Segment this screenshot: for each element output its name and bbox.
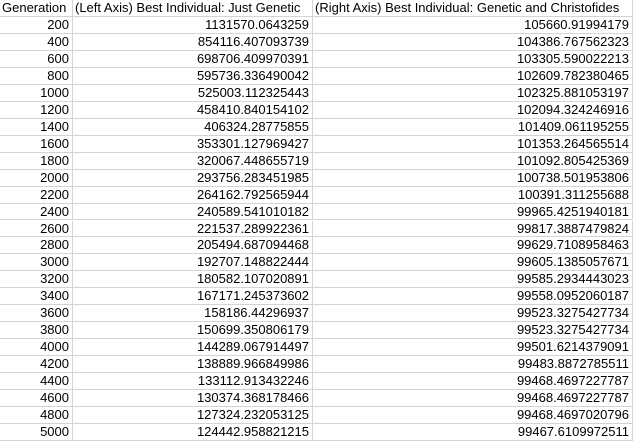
data-cell[interactable]: 2200 [0,186,73,204]
data-cell[interactable]: 101092.805425369 [313,152,633,170]
data-cell[interactable]: 144289.067914497 [73,339,313,357]
data-cell[interactable]: 1600 [0,135,73,153]
data-cell[interactable]: 205494.687094468 [73,237,313,255]
data-cell[interactable]: 1200 [0,101,73,119]
data-cell[interactable]: 99468.4697020796 [313,407,633,425]
data-cell[interactable]: 102325.881053197 [313,84,633,102]
data-cell[interactable]: 600 [0,50,73,68]
data-cell[interactable]: 240589.541010182 [73,203,313,221]
data-cell[interactable]: 458410.840154102 [73,101,313,119]
data-cell[interactable]: 4200 [0,356,73,374]
data-cell[interactable]: 104386.767562323 [313,33,633,51]
data-cell[interactable]: 99629.7108958463 [313,237,633,255]
data-cell[interactable]: 800 [0,67,73,85]
data-cell[interactable]: 158186.44296937 [73,305,313,323]
data-cell[interactable]: 100738.501953806 [313,169,633,187]
data-cell[interactable]: 293756.283451985 [73,169,313,187]
header-cell[interactable]: (Right Axis) Best Individual: Genetic an… [313,0,633,17]
data-cell[interactable]: 3000 [0,254,73,272]
data-cell[interactable]: 320067.448655719 [73,152,313,170]
data-cell[interactable]: 99467.6109972511 [313,424,633,441]
data-cell[interactable]: 595736.336490042 [73,67,313,85]
data-cell[interactable]: 99523.3275427734 [313,305,633,323]
data-cell[interactable]: 2600 [0,220,73,238]
data-cell[interactable]: 3200 [0,271,73,289]
header-cell[interactable]: Generation [0,0,73,17]
data-cell[interactable]: 99468.4697227787 [313,390,633,408]
data-cell[interactable]: 854116.407093739 [73,33,313,51]
data-cell[interactable]: 150699.350806179 [73,322,313,340]
data-cell[interactable]: 200 [0,16,73,34]
data-cell[interactable]: 99501.6214379091 [313,339,633,357]
data-cell[interactable]: 3600 [0,305,73,323]
data-cell[interactable]: 698706.409970391 [73,50,313,68]
data-cell[interactable]: 2800 [0,237,73,255]
data-cell[interactable]: 167171.245373602 [73,288,313,306]
data-cell[interactable]: 102094.324246916 [313,101,633,119]
data-cell[interactable]: 1000 [0,84,73,102]
data-cell[interactable]: 4400 [0,373,73,391]
data-cell[interactable]: 400 [0,33,73,51]
data-cell[interactable]: 99483.8872785511 [313,356,633,374]
data-cell[interactable]: 2400 [0,203,73,221]
data-cell[interactable]: 1131570.0643259 [73,16,313,34]
data-cell[interactable]: 4800 [0,407,73,425]
data-cell[interactable]: 102609.782380465 [313,67,633,85]
data-cell[interactable]: 99817.3887479824 [313,220,633,238]
data-cell[interactable]: 130374.368178466 [73,390,313,408]
data-cell[interactable]: 101353.264565514 [313,135,633,153]
data-cell[interactable]: 99605.1385057671 [313,254,633,272]
data-cell[interactable]: 353301.127969427 [73,135,313,153]
data-cell[interactable]: 127324.232053125 [73,407,313,425]
data-cell[interactable]: 99468.4697227787 [313,373,633,391]
data-cell[interactable]: 264162.792565944 [73,186,313,204]
data-cell[interactable]: 4600 [0,390,73,408]
data-cell[interactable]: 221537.289922361 [73,220,313,238]
data-cell[interactable]: 525003.112325443 [73,84,313,102]
data-cell[interactable]: 180582.107020891 [73,271,313,289]
data-cell[interactable]: 103305.590022213 [313,50,633,68]
data-cell[interactable]: 124442.958821215 [73,424,313,441]
data-cell[interactable]: 192707.148822444 [73,254,313,272]
data-cell[interactable]: 1800 [0,152,73,170]
data-cell[interactable]: 3800 [0,322,73,340]
data-cell[interactable]: 3400 [0,288,73,306]
data-cell[interactable]: 101409.061195255 [313,118,633,136]
data-cell[interactable]: 133112.913432246 [73,373,313,391]
data-cell[interactable]: 5000 [0,424,73,441]
data-cell[interactable]: 2000 [0,169,73,187]
data-cell[interactable]: 99558.0952060187 [313,288,633,306]
data-cell[interactable]: 100391.311255688 [313,186,633,204]
data-cell[interactable]: 1400 [0,118,73,136]
header-cell[interactable]: (Left Axis) Best Individual: Just Geneti… [73,0,313,17]
data-cell[interactable]: 105660.91994179 [313,16,633,34]
data-cell[interactable]: 99965.4251940181 [313,203,633,221]
data-cell[interactable]: 99585.2934443023 [313,271,633,289]
data-cell[interactable]: 4000 [0,339,73,357]
data-cell[interactable]: 99523.3275427734 [313,322,633,340]
data-cell[interactable]: 406324.28775855 [73,118,313,136]
data-cell[interactable]: 138889.966849986 [73,356,313,374]
